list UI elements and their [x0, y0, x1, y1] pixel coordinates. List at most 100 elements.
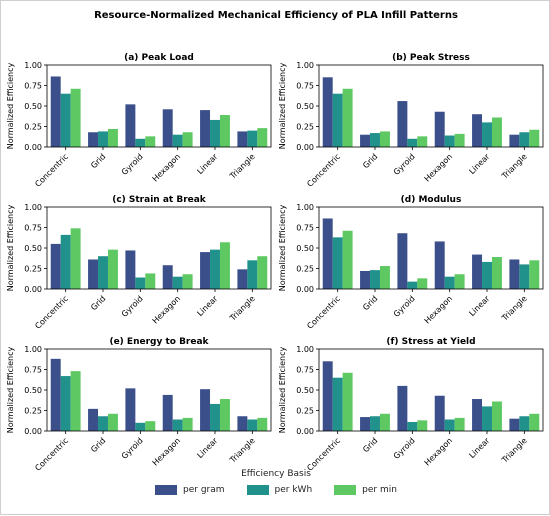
- y-tick-label: 1.00: [296, 345, 314, 354]
- bar-concentric-per-min: [342, 372, 353, 431]
- bar-concentric-per-min: [70, 88, 81, 147]
- x-tick-label-gyroid: Gyroid: [392, 294, 417, 319]
- bar-linear-per-min: [219, 242, 230, 289]
- x-tick-label-linear: Linear: [195, 436, 219, 460]
- bar-gyroid-per-gram: [125, 250, 136, 289]
- y-tick-label: 0.25: [24, 407, 42, 416]
- y-tick-label: 1.00: [296, 61, 314, 70]
- bar-grid-per-kwh: [98, 416, 108, 431]
- bar-triangle-per-kwh: [519, 264, 530, 289]
- bar-triangle-per-gram: [509, 259, 520, 289]
- bar-concentric-per-gram: [322, 218, 333, 289]
- x-tick-label-triangle: Triangle: [227, 152, 256, 181]
- x-tick-label-grid: Grid: [89, 436, 107, 454]
- bar-gyroid-per-min: [417, 278, 428, 289]
- y-tick-label: 0.50: [296, 244, 314, 253]
- x-tick-label-linear: Linear: [195, 294, 219, 318]
- bar-gyroid-per-min: [145, 136, 156, 147]
- bar-gyroid-per-kwh: [135, 422, 146, 431]
- x-tick-label-hexagon: Hexagon: [423, 152, 454, 183]
- bar-triangle-per-min: [529, 260, 540, 289]
- x-tick-label-triangle: Triangle: [227, 294, 256, 323]
- y-tick-label: 0.50: [24, 244, 42, 253]
- bar-grid-per-kwh: [370, 270, 380, 289]
- x-tick-label-grid: Grid: [89, 152, 107, 170]
- bar-gyroid-per-min: [145, 421, 156, 431]
- y-tick-label: 0.00: [24, 285, 42, 294]
- y-axis-label: Normalized Efficiency: [278, 205, 287, 292]
- bar-concentric-per-gram: [322, 361, 333, 431]
- chart-title: (b) Peak Stress: [392, 53, 470, 63]
- x-tick-label-grid: Grid: [361, 294, 379, 312]
- x-tick-label-concentric: Concentric: [33, 436, 70, 473]
- bar-gyroid-per-gram: [397, 385, 408, 431]
- bar-linear-per-gram: [472, 114, 483, 147]
- legend: Efficiency Basis per gram per kWh per mi…: [1, 469, 550, 509]
- bar-concentric-per-kwh: [332, 377, 343, 431]
- y-axis-label: Normalized Efficiency: [6, 205, 15, 292]
- bar-concentric-per-min: [70, 371, 81, 431]
- plot-frame: [318, 64, 544, 148]
- bar-hexagon-per-kwh: [172, 134, 183, 147]
- x-tick-label-triangle: Triangle: [227, 436, 256, 465]
- bar-linear-per-min: [491, 401, 502, 431]
- x-tick-label-triangle: Triangle: [499, 294, 528, 323]
- y-tick-label: 0.00: [296, 285, 314, 294]
- bar-triangle-per-gram: [237, 416, 248, 431]
- bar-hexagon-per-min: [454, 417, 465, 431]
- x-tick-label-hexagon: Hexagon: [151, 294, 182, 325]
- bar-hexagon-per-gram: [162, 109, 173, 147]
- bar-linear-per-min: [219, 399, 230, 431]
- y-tick-label: 0.50: [24, 102, 42, 111]
- x-tick-label-hexagon: Hexagon: [423, 294, 454, 325]
- bar-triangle-per-gram: [509, 134, 520, 147]
- figure-title: Resource-Normalized Mechanical Efficienc…: [94, 10, 458, 21]
- y-tick-label: 0.25: [296, 407, 314, 416]
- bar-grid-per-min: [379, 413, 390, 431]
- bar-grid-per-gram: [88, 408, 99, 431]
- bar-concentric-per-kwh: [332, 237, 343, 289]
- x-tick-label-triangle: Triangle: [499, 152, 528, 181]
- bar-hexagon-per-kwh: [172, 276, 183, 289]
- bar-concentric-per-gram: [50, 76, 61, 147]
- bar-linear-per-kwh: [210, 119, 220, 147]
- x-tick-label-hexagon: Hexagon: [423, 436, 454, 467]
- y-tick-label: 0.00: [24, 143, 42, 152]
- y-tick-label: 1.00: [296, 203, 314, 212]
- bar-grid-per-kwh: [98, 131, 108, 147]
- legend-swatch-per-gram: [155, 485, 178, 495]
- bar-hexagon-per-kwh: [444, 419, 455, 431]
- bar-grid-per-gram: [360, 417, 371, 431]
- bar-grid-per-kwh: [98, 256, 108, 289]
- bar-hexagon-per-gram: [434, 111, 445, 147]
- bar-concentric-per-gram: [50, 243, 61, 289]
- bar-grid-per-kwh: [370, 133, 380, 147]
- y-tick-label: 0.50: [296, 386, 314, 395]
- bar-linear-per-min: [491, 257, 502, 289]
- bar-hexagon-per-gram: [434, 395, 445, 431]
- bar-triangle-per-kwh: [247, 260, 258, 289]
- bar-hexagon-per-min: [454, 274, 465, 289]
- bar-triangle-per-min: [529, 413, 540, 431]
- x-tick-label-triangle: Triangle: [499, 436, 528, 465]
- bar-hexagon-per-min: [182, 417, 193, 431]
- bar-hexagon-per-kwh: [172, 419, 183, 431]
- bar-gyroid-per-gram: [125, 388, 136, 431]
- bar-concentric-per-kwh: [60, 376, 71, 431]
- bar-concentric-per-gram: [50, 358, 61, 431]
- x-tick-label-gyroid: Gyroid: [120, 152, 145, 177]
- legend-swatch-per-min: [334, 485, 357, 495]
- legend-item-per-gram: per gram: [155, 485, 225, 495]
- bar-linear-per-gram: [200, 110, 211, 147]
- legend-label-per-gram: per gram: [183, 485, 225, 495]
- chart-title: (e) Energy to Break: [109, 337, 209, 347]
- bar-grid-per-min: [107, 128, 118, 147]
- bar-triangle-per-kwh: [247, 130, 258, 147]
- y-axis-label: Normalized Efficiency: [278, 63, 287, 150]
- y-tick-label: 0.75: [24, 224, 42, 233]
- x-tick-label-concentric: Concentric: [305, 436, 342, 473]
- x-tick-label-concentric: Concentric: [33, 152, 70, 189]
- y-tick-label: 1.00: [24, 61, 42, 70]
- y-tick-label: 0.75: [296, 82, 314, 91]
